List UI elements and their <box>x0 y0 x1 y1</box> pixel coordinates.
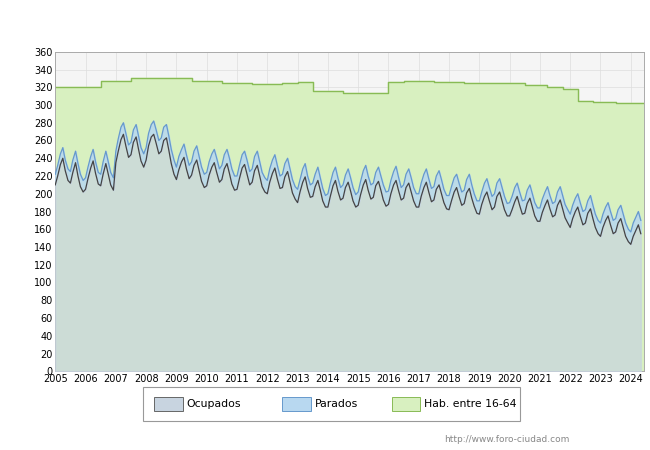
Text: Hab. entre 16-64: Hab. entre 16-64 <box>424 399 516 409</box>
Text: http://www.foro-ciudad.com: http://www.foro-ciudad.com <box>445 435 569 444</box>
Text: Parados: Parados <box>315 399 358 409</box>
Bar <box>283 397 311 411</box>
Text: Ocupados: Ocupados <box>187 399 241 409</box>
Text: Mazaleón - Evolucion de la poblacion en edad de Trabajar Mayo de 2024: Mazaleón - Evolucion de la poblacion en … <box>94 17 556 30</box>
Bar <box>392 397 420 411</box>
Bar <box>154 397 183 411</box>
